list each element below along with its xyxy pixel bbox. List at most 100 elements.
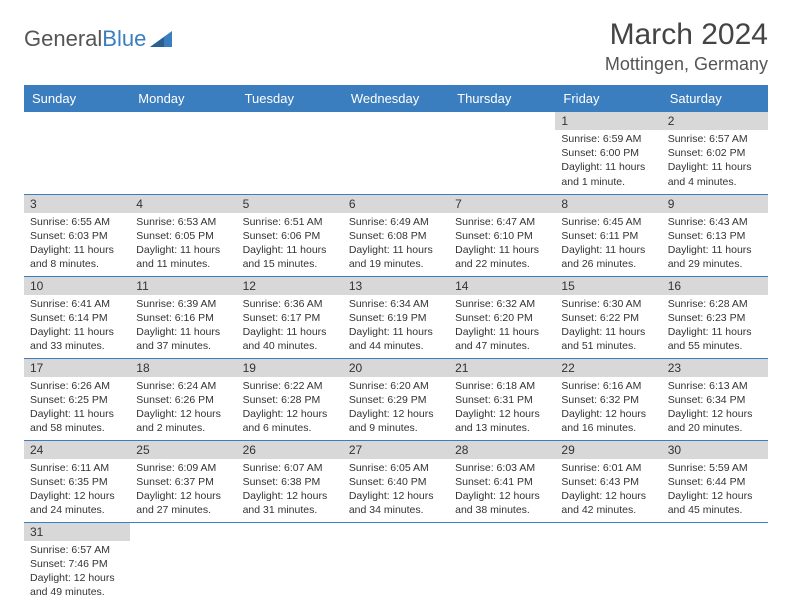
day-number: 16	[662, 277, 768, 295]
daylight-text: Daylight: 12 hours and 6 minutes.	[243, 407, 337, 435]
day-data: Sunrise: 6:18 AMSunset: 6:31 PMDaylight:…	[449, 377, 555, 440]
sunset-text: Sunset: 6:32 PM	[561, 393, 655, 407]
calendar-day-cell	[449, 112, 555, 194]
day-data: Sunrise: 6:47 AMSunset: 6:10 PMDaylight:…	[449, 213, 555, 276]
weekday-header: Sunday	[24, 85, 130, 112]
day-number: 24	[24, 441, 130, 459]
day-number: 31	[24, 523, 130, 541]
calendar-day-cell	[343, 112, 449, 194]
logo-text-a: General	[24, 26, 102, 52]
daylight-text: Daylight: 12 hours and 45 minutes.	[668, 489, 762, 517]
day-number: 12	[237, 277, 343, 295]
day-data: Sunrise: 6:16 AMSunset: 6:32 PMDaylight:…	[555, 377, 661, 440]
sunrise-text: Sunrise: 6:59 AM	[561, 132, 655, 146]
sunrise-text: Sunrise: 6:30 AM	[561, 297, 655, 311]
day-data: Sunrise: 6:43 AMSunset: 6:13 PMDaylight:…	[662, 213, 768, 276]
sunrise-text: Sunrise: 6:16 AM	[561, 379, 655, 393]
calendar-day-cell: 20Sunrise: 6:20 AMSunset: 6:29 PMDayligh…	[343, 358, 449, 440]
daylight-text: Daylight: 11 hours and 37 minutes.	[136, 325, 230, 353]
day-data: Sunrise: 6:57 AMSunset: 6:02 PMDaylight:…	[662, 130, 768, 193]
day-number: 19	[237, 359, 343, 377]
sunset-text: Sunset: 7:46 PM	[30, 557, 124, 571]
day-data: Sunrise: 6:59 AMSunset: 6:00 PMDaylight:…	[555, 130, 661, 193]
day-number: 27	[343, 441, 449, 459]
daylight-text: Daylight: 11 hours and 44 minutes.	[349, 325, 443, 353]
sunrise-text: Sunrise: 6:26 AM	[30, 379, 124, 393]
sunrise-text: Sunrise: 6:07 AM	[243, 461, 337, 475]
day-number: 6	[343, 195, 449, 213]
calendar-week-row: 31Sunrise: 6:57 AMSunset: 7:46 PMDayligh…	[24, 522, 768, 604]
calendar-day-cell: 26Sunrise: 6:07 AMSunset: 6:38 PMDayligh…	[237, 440, 343, 522]
day-data: Sunrise: 6:57 AMSunset: 7:46 PMDaylight:…	[24, 541, 130, 604]
day-data: Sunrise: 6:41 AMSunset: 6:14 PMDaylight:…	[24, 295, 130, 358]
daylight-text: Daylight: 12 hours and 16 minutes.	[561, 407, 655, 435]
sunset-text: Sunset: 6:41 PM	[455, 475, 549, 489]
sunrise-text: Sunrise: 6:01 AM	[561, 461, 655, 475]
sunset-text: Sunset: 6:43 PM	[561, 475, 655, 489]
calendar-day-cell: 6Sunrise: 6:49 AMSunset: 6:08 PMDaylight…	[343, 194, 449, 276]
daylight-text: Daylight: 12 hours and 24 minutes.	[30, 489, 124, 517]
day-data: Sunrise: 6:55 AMSunset: 6:03 PMDaylight:…	[24, 213, 130, 276]
weekday-header: Saturday	[662, 85, 768, 112]
calendar-day-cell: 18Sunrise: 6:24 AMSunset: 6:26 PMDayligh…	[130, 358, 236, 440]
day-number: 10	[24, 277, 130, 295]
calendar-day-cell	[237, 112, 343, 194]
day-number: 21	[449, 359, 555, 377]
calendar-table: Sunday Monday Tuesday Wednesday Thursday…	[24, 85, 768, 604]
sunset-text: Sunset: 6:00 PM	[561, 146, 655, 160]
day-number: 4	[130, 195, 236, 213]
day-number: 22	[555, 359, 661, 377]
calendar-day-cell	[130, 112, 236, 194]
day-number: 26	[237, 441, 343, 459]
sunrise-text: Sunrise: 6:47 AM	[455, 215, 549, 229]
calendar-day-cell: 9Sunrise: 6:43 AMSunset: 6:13 PMDaylight…	[662, 194, 768, 276]
calendar-day-cell: 8Sunrise: 6:45 AMSunset: 6:11 PMDaylight…	[555, 194, 661, 276]
sunrise-text: Sunrise: 6:55 AM	[30, 215, 124, 229]
daylight-text: Daylight: 11 hours and 22 minutes.	[455, 243, 549, 271]
daylight-text: Daylight: 12 hours and 31 minutes.	[243, 489, 337, 517]
calendar-day-cell: 3Sunrise: 6:55 AMSunset: 6:03 PMDaylight…	[24, 194, 130, 276]
calendar-day-cell: 23Sunrise: 6:13 AMSunset: 6:34 PMDayligh…	[662, 358, 768, 440]
day-data: Sunrise: 6:11 AMSunset: 6:35 PMDaylight:…	[24, 459, 130, 522]
weekday-header: Monday	[130, 85, 236, 112]
calendar-day-cell	[662, 522, 768, 604]
daylight-text: Daylight: 11 hours and 47 minutes.	[455, 325, 549, 353]
logo-text-b: Blue	[102, 26, 146, 52]
day-data: Sunrise: 6:07 AMSunset: 6:38 PMDaylight:…	[237, 459, 343, 522]
sunset-text: Sunset: 6:44 PM	[668, 475, 762, 489]
day-number: 20	[343, 359, 449, 377]
sunset-text: Sunset: 6:37 PM	[136, 475, 230, 489]
daylight-text: Daylight: 11 hours and 29 minutes.	[668, 243, 762, 271]
daylight-text: Daylight: 12 hours and 38 minutes.	[455, 489, 549, 517]
sunrise-text: Sunrise: 6:13 AM	[668, 379, 762, 393]
daylight-text: Daylight: 12 hours and 20 minutes.	[668, 407, 762, 435]
day-data: Sunrise: 6:22 AMSunset: 6:28 PMDaylight:…	[237, 377, 343, 440]
day-data: Sunrise: 5:59 AMSunset: 6:44 PMDaylight:…	[662, 459, 768, 522]
sunset-text: Sunset: 6:14 PM	[30, 311, 124, 325]
daylight-text: Daylight: 11 hours and 58 minutes.	[30, 407, 124, 435]
sunrise-text: Sunrise: 6:45 AM	[561, 215, 655, 229]
calendar-day-cell: 10Sunrise: 6:41 AMSunset: 6:14 PMDayligh…	[24, 276, 130, 358]
day-number: 9	[662, 195, 768, 213]
daylight-text: Daylight: 12 hours and 9 minutes.	[349, 407, 443, 435]
day-number: 13	[343, 277, 449, 295]
calendar-day-cell: 11Sunrise: 6:39 AMSunset: 6:16 PMDayligh…	[130, 276, 236, 358]
sunset-text: Sunset: 6:28 PM	[243, 393, 337, 407]
day-data: Sunrise: 6:09 AMSunset: 6:37 PMDaylight:…	[130, 459, 236, 522]
day-data: Sunrise: 6:20 AMSunset: 6:29 PMDaylight:…	[343, 377, 449, 440]
daylight-text: Daylight: 11 hours and 1 minute.	[561, 160, 655, 188]
day-number: 29	[555, 441, 661, 459]
sunset-text: Sunset: 6:40 PM	[349, 475, 443, 489]
calendar-day-cell	[449, 522, 555, 604]
sunset-text: Sunset: 6:35 PM	[30, 475, 124, 489]
day-number: 28	[449, 441, 555, 459]
sunrise-text: Sunrise: 6:09 AM	[136, 461, 230, 475]
sunrise-text: Sunrise: 6:51 AM	[243, 215, 337, 229]
daylight-text: Daylight: 11 hours and 4 minutes.	[668, 160, 762, 188]
weekday-header-row: Sunday Monday Tuesday Wednesday Thursday…	[24, 85, 768, 112]
day-number: 5	[237, 195, 343, 213]
calendar-day-cell: 27Sunrise: 6:05 AMSunset: 6:40 PMDayligh…	[343, 440, 449, 522]
day-data: Sunrise: 6:28 AMSunset: 6:23 PMDaylight:…	[662, 295, 768, 358]
sunset-text: Sunset: 6:11 PM	[561, 229, 655, 243]
title-block: March 2024 Mottingen, Germany	[605, 18, 768, 75]
